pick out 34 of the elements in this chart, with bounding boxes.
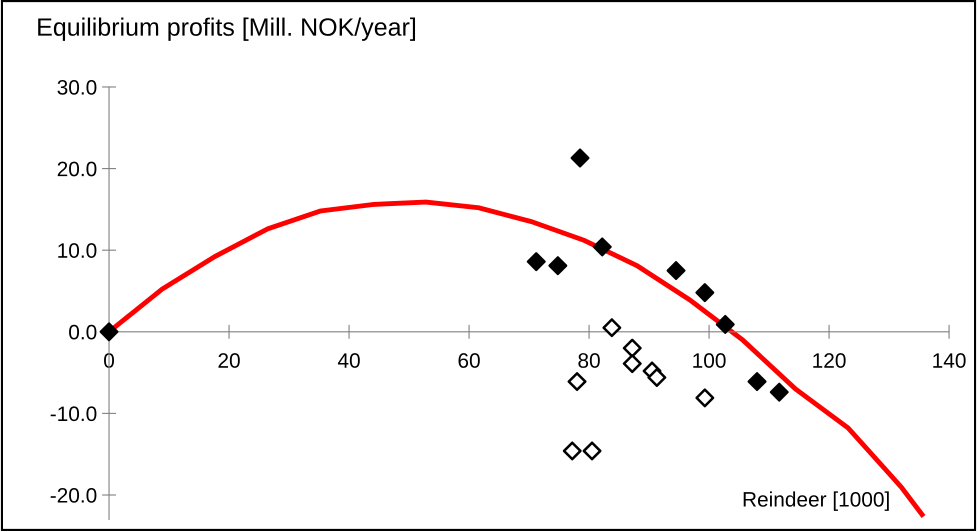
point — [582, 441, 602, 460]
point — [748, 372, 767, 392]
point — [716, 314, 735, 334]
y-tick-label: -10.0 — [50, 406, 96, 422]
point — [548, 256, 568, 276]
y-tick-label: 10.0 — [58, 243, 96, 258]
point — [666, 261, 686, 280]
point — [647, 368, 666, 387]
y-tick-label: 0.0 — [69, 324, 96, 340]
point — [770, 382, 789, 402]
x-tick-label: 0 — [104, 353, 114, 368]
x-tick-label: 120 — [813, 353, 846, 368]
point — [622, 354, 642, 374]
y-tick-label: 20.0 — [58, 162, 96, 176]
x-tick-label: 20 — [218, 353, 240, 368]
point — [568, 372, 587, 392]
y-tick-label: 30.0 — [57, 80, 96, 95]
y-tick-label: -20.0 — [50, 488, 96, 503]
point — [562, 441, 582, 460]
x-axis-title: Reindeer [1000] — [744, 491, 889, 511]
point — [695, 388, 714, 408]
point — [526, 252, 546, 272]
x-tick-label: 100 — [693, 353, 726, 368]
point — [695, 283, 714, 302]
point — [592, 237, 612, 256]
point — [100, 322, 118, 342]
y-axis-title: Equilibrium profits [Mill. NOK/year] — [38, 18, 416, 41]
point — [622, 338, 642, 358]
x-tick-label: 60 — [458, 353, 480, 368]
point — [602, 318, 622, 338]
point — [570, 148, 590, 168]
x-tick-label: 40 — [338, 353, 360, 368]
x-tick-label: 140 — [933, 353, 966, 368]
x-tick-label: 80 — [578, 353, 600, 368]
